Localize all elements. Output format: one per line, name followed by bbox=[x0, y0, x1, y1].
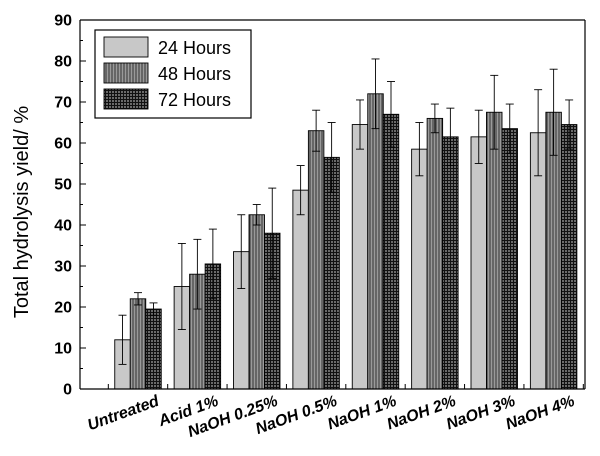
bar-48-hours-6 bbox=[486, 111, 503, 390]
y-tick-label: 0 bbox=[63, 382, 72, 399]
bar-48-hours-4 bbox=[367, 93, 384, 390]
y-tick-label: 30 bbox=[54, 259, 72, 276]
legend: 24 Hours 48 Hours 72 Hours bbox=[94, 29, 252, 119]
y-tick-label: 40 bbox=[54, 218, 72, 235]
y-axis-title: Total hydrolysis yield/ % bbox=[11, 106, 33, 319]
y-tick-label: 90 bbox=[54, 13, 72, 30]
bar-24-hours-4 bbox=[351, 124, 369, 390]
legend-swatch-24-hours bbox=[103, 36, 149, 58]
y-tick-label: 10 bbox=[54, 341, 72, 358]
bar-72-hours-0 bbox=[145, 308, 162, 390]
error-bars-layer bbox=[118, 58, 574, 365]
y-tick-label: 70 bbox=[54, 95, 72, 112]
bar-48-hours-2 bbox=[248, 214, 265, 390]
bar-72-hours-7 bbox=[560, 124, 578, 390]
bar-72-hours-5 bbox=[442, 136, 459, 390]
bar-72-hours-4 bbox=[382, 113, 400, 390]
y-tick-label: 20 bbox=[54, 300, 72, 317]
legend-swatch-48-hours bbox=[103, 62, 149, 84]
legend-label: 48 Hours bbox=[158, 64, 231, 84]
legend-swatch-72-hours bbox=[103, 88, 149, 110]
bar-48-hours-3 bbox=[307, 130, 325, 390]
bar-24-hours-5 bbox=[411, 148, 428, 390]
bars-layer bbox=[114, 93, 578, 390]
tick-labels-layer: 0 10 20 30 40 50 60 70 80 90 bbox=[54, 13, 72, 399]
legend-label: 24 Hours bbox=[158, 38, 231, 58]
legend-label: 72 Hours bbox=[158, 90, 231, 110]
bar-24-hours-3 bbox=[292, 189, 309, 390]
y-tick-label: 60 bbox=[54, 136, 72, 153]
bar-72-hours-6 bbox=[501, 128, 518, 390]
bar-48-hours-5 bbox=[426, 117, 444, 390]
x-tick-label: NaOH 4% bbox=[503, 393, 577, 434]
axes-layer bbox=[79, 19, 586, 390]
y-tick-label: 50 bbox=[54, 177, 72, 194]
bar-24-hours-6 bbox=[470, 136, 487, 390]
y-tick-label: 80 bbox=[54, 54, 72, 71]
x-tick-label: Untreated bbox=[85, 392, 162, 434]
bar-48-hours-0 bbox=[129, 298, 147, 390]
